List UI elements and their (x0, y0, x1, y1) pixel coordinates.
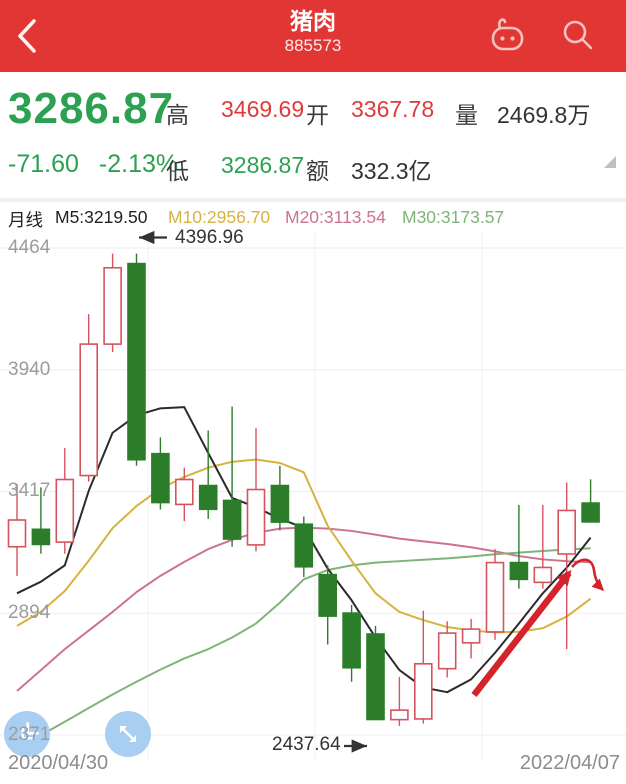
section-divider (0, 198, 626, 202)
value-high: 3469.69 (221, 96, 305, 122)
period-label[interactable]: 月线 (8, 210, 43, 230)
change-percent: -2.13% (98, 150, 179, 178)
back-button[interactable] (8, 14, 48, 58)
search-icon (559, 20, 597, 59)
change-value: -71.60 (8, 150, 79, 178)
low-annotation-label: 2437.64 (272, 734, 341, 755)
x-axis-end-date: 2022/04/07 (519, 752, 620, 774)
robot-icon (486, 18, 528, 61)
value-low: 3286.87 (221, 152, 305, 178)
value-turnover: 332.3亿 (351, 158, 432, 184)
y-axis-tick: 4464 (8, 237, 51, 258)
quote-panel: 3286.87 -71.60 -2.13% 高 3469.69 开 3367.78… (0, 72, 626, 198)
app-header: 猪肉 885573 (0, 0, 626, 72)
y-axis-tick: 3940 (8, 359, 51, 380)
back-chevron-icon (8, 19, 48, 62)
ma-indicator-row: 月线 M5:3219.50 M10:2956.70 M20:3113.54 M3… (0, 207, 626, 230)
title-block: 猪肉 885573 (0, 7, 626, 57)
security-code: 885573 (284, 36, 342, 55)
trend-up-arrow-annotation (471, 569, 572, 697)
kline-chart-canvas[interactable] (0, 230, 626, 760)
price-change-row: -71.60 -2.13% (8, 150, 198, 179)
label-turnover: 额 (306, 158, 329, 184)
y-axis-tick: 3417 (8, 480, 51, 501)
y-axis-tick: 2894 (8, 602, 51, 623)
chart-gridlines (0, 230, 626, 760)
x-axis-start-date: 2020/04/30 (8, 752, 109, 774)
page-title: 猪肉 (290, 8, 336, 34)
y-axis-tick: 2371 (8, 724, 51, 745)
ma20-value: M20:3113.54 (285, 207, 386, 227)
diagonal-resize-icon (116, 722, 140, 746)
resize-chart-button[interactable] (105, 711, 151, 757)
trend-hook-down-annotation (571, 558, 604, 591)
assistant-button[interactable] (486, 15, 528, 57)
search-button[interactable] (559, 17, 597, 55)
ma5-value: M5:3219.50 (55, 207, 148, 227)
high-annotation-label: 4396.96 (175, 227, 244, 248)
fast-rewind-button[interactable] (4, 711, 50, 757)
candlesticks (7, 253, 600, 726)
label-low: 低 (166, 158, 189, 184)
last-price: 3286.87 (8, 84, 175, 133)
value-open: 3367.78 (351, 96, 435, 122)
label-volume: 量 (455, 102, 478, 128)
double-chevron-sw-icon (10, 717, 44, 751)
label-high: 高 (166, 102, 189, 128)
ma30-value: M30:3173.57 (402, 207, 505, 227)
label-open: 开 (306, 102, 329, 128)
ma10-value: M10:2956.70 (168, 207, 271, 227)
value-volume: 2469.8万 (497, 102, 591, 128)
expand-corner-handle[interactable] (604, 156, 616, 168)
